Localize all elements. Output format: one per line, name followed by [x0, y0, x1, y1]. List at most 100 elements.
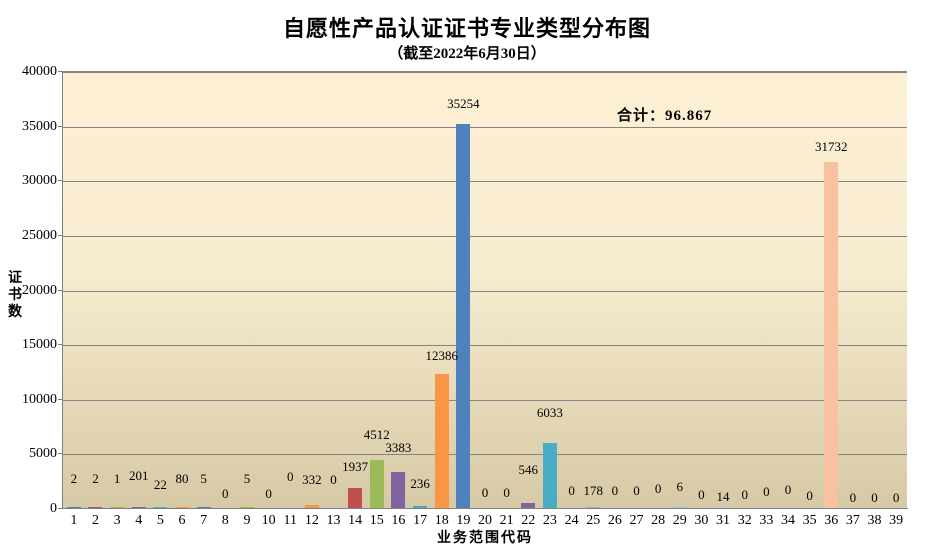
x-axis-title: 业务范围代码: [437, 531, 533, 546]
gridline-40000: [63, 72, 907, 73]
y-tick-mark: [58, 289, 63, 291]
gridline-30000: [63, 181, 907, 183]
bar-19: [456, 123, 471, 509]
bar-25: [586, 506, 601, 509]
gridline-10000: [63, 399, 907, 401]
category-label-29: 29: [672, 513, 687, 528]
category-label-18: 18: [434, 513, 449, 528]
bar-3: [110, 506, 125, 509]
value-label-25: 178: [583, 483, 603, 498]
y-tick-mark: [58, 453, 63, 455]
category-label-26: 26: [607, 513, 622, 528]
category-label-30: 30: [694, 513, 709, 528]
category-label-22: 22: [521, 513, 536, 528]
y-tick-label: 40000: [22, 64, 57, 79]
value-label-8: 0: [222, 486, 229, 501]
y-tick-mark: [58, 125, 63, 127]
gridline-20000: [63, 290, 907, 292]
value-label-37: 0: [849, 490, 857, 505]
category-label-39: 39: [889, 513, 904, 528]
category-label-14: 14: [348, 513, 363, 528]
value-label-27: 0: [633, 483, 640, 498]
category-label-38: 38: [867, 513, 882, 528]
value-label-2: 2: [92, 471, 99, 486]
value-label-23: 6033: [536, 405, 563, 420]
value-label-24: 0: [568, 483, 575, 498]
bar-17: [413, 506, 428, 509]
category-label-24: 24: [564, 513, 579, 528]
category-label-21: 21: [499, 513, 514, 528]
y-tick-mark: [58, 508, 63, 509]
category-label-3: 3: [113, 513, 121, 528]
bar-14: [348, 487, 363, 509]
value-label-33: 0: [763, 484, 770, 499]
bar-15: [369, 459, 384, 509]
category-label-2: 2: [91, 513, 99, 528]
value-label-10: 0: [265, 486, 272, 501]
value-label-20: 0: [481, 485, 489, 500]
bar-4: [131, 506, 146, 509]
category-label-11: 11: [283, 513, 297, 528]
value-label-19: 35254: [447, 96, 480, 111]
value-label-32: 0: [741, 487, 748, 502]
category-label-27: 27: [629, 513, 644, 528]
bar-5: [153, 506, 168, 509]
bar-22: [521, 503, 536, 509]
category-label-8: 8: [221, 513, 229, 528]
y-tick-label: 0: [50, 501, 57, 516]
category-label-23: 23: [542, 513, 557, 528]
category-label-6: 6: [178, 513, 186, 528]
bar-12: [304, 505, 319, 509]
category-label-33: 33: [759, 513, 774, 528]
category-label-1: 1: [70, 513, 78, 528]
value-label-15: 4512: [363, 427, 390, 442]
category-label-31: 31: [716, 513, 731, 528]
category-label-5: 5: [156, 513, 164, 528]
value-label-7: 5: [200, 471, 207, 486]
category-label-17: 17: [413, 513, 428, 528]
category-label-19: 19: [456, 513, 471, 528]
category-label-7: 7: [200, 513, 208, 528]
category-label-37: 37: [845, 513, 860, 528]
chart-subtitle: （截至2022年6月30日）: [388, 46, 546, 62]
category-label-34: 34: [780, 513, 795, 528]
category-label-32: 32: [737, 513, 752, 528]
value-label-31: 14: [716, 489, 730, 504]
bar-2: [88, 506, 103, 509]
category-label-10: 10: [261, 513, 276, 528]
value-label-34: 0: [784, 482, 792, 497]
value-label-36: 31732: [815, 139, 848, 154]
value-label-22: 546: [518, 462, 539, 477]
value-label-39: 0: [892, 490, 900, 505]
value-label-4: 201: [128, 468, 149, 483]
category-label-9: 9: [243, 513, 251, 528]
plot-area: 合计：96.867: [63, 71, 907, 509]
category-label-20: 20: [478, 513, 492, 528]
bar-1: [66, 506, 81, 509]
y-tick-label: 15000: [22, 337, 57, 353]
y-tick-mark: [58, 398, 63, 400]
value-label-14: 1937: [342, 459, 369, 474]
gridline-5000: [63, 454, 907, 456]
gridline-35000: [63, 126, 907, 128]
value-label-38: 0: [871, 490, 878, 505]
value-label-12: 332: [302, 472, 322, 487]
bar-36: [824, 162, 839, 509]
total-annotation: 合计：96.867: [617, 108, 713, 124]
value-label-5: 22: [153, 477, 167, 492]
y-tick-mark: [58, 71, 63, 72]
bar-6: [175, 506, 190, 509]
y-tick-mark: [58, 234, 63, 236]
value-label-3: 1: [113, 471, 121, 486]
bar-31: [716, 506, 731, 509]
value-label-11: 0: [286, 469, 294, 484]
category-label-25: 25: [586, 513, 601, 528]
value-label-1: 2: [70, 471, 78, 486]
x-axis-line: [59, 508, 908, 509]
bar-23: [542, 443, 557, 509]
value-label-26: 0: [611, 483, 619, 498]
category-label-12: 12: [304, 513, 319, 528]
value-label-6: 80: [175, 471, 189, 486]
value-label-9: 5: [243, 471, 251, 486]
